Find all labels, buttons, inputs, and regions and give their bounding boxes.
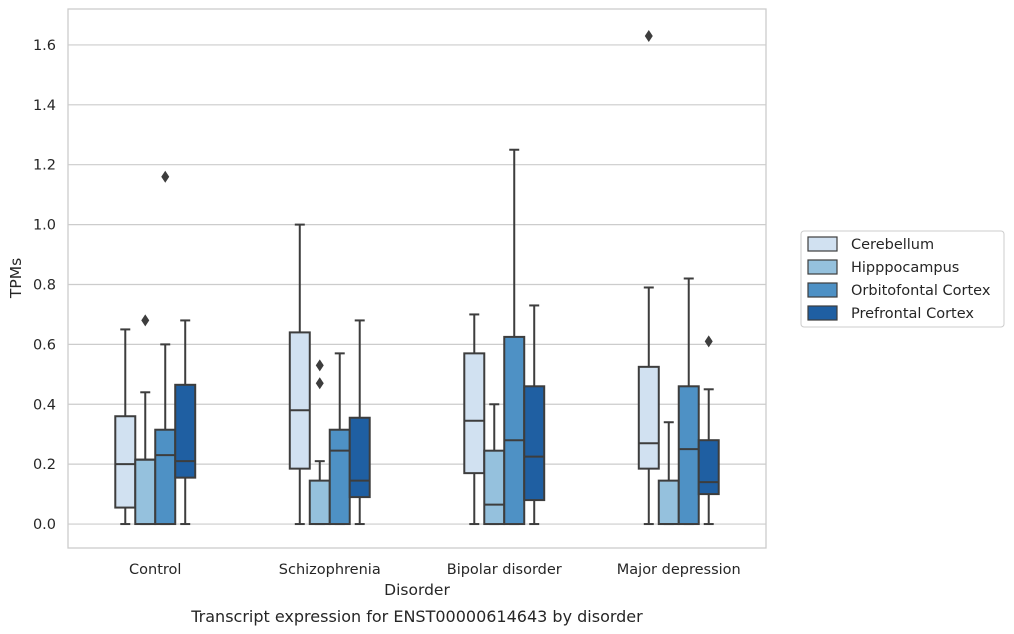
- box-iqr: [523, 385, 546, 502]
- box-prefrontal-cortex: [174, 319, 197, 526]
- outlier-point: [141, 314, 150, 327]
- x-axis-label: Disorder: [384, 581, 450, 599]
- box-iqr: [348, 416, 371, 499]
- y-tick-label: 1.0: [33, 218, 56, 234]
- legend-swatch: [807, 305, 838, 321]
- box-iqr: [677, 385, 700, 526]
- box-iqr: [308, 479, 331, 526]
- y-tick-label: 0.0: [33, 517, 56, 533]
- legend-frame: [800, 230, 1005, 328]
- plot-frame: [67, 8, 767, 549]
- outlier-point: [704, 335, 713, 348]
- y-tick-label: 0.6: [33, 337, 56, 353]
- box-groups: [114, 29, 720, 526]
- box-iqr: [328, 428, 351, 526]
- outlier-point: [161, 170, 170, 183]
- box-cerebellum: [288, 223, 311, 526]
- x-tick-label: Bipolar disorder: [447, 562, 562, 578]
- legend-swatch: [807, 236, 838, 252]
- box-iqr: [114, 415, 137, 509]
- outlier-point: [644, 29, 653, 42]
- outlier-point: [315, 377, 324, 390]
- box-iqr: [637, 365, 660, 470]
- legend-label: Orbitofontal Cortex: [851, 283, 991, 299]
- box-hipppocampus: [657, 421, 680, 526]
- legend-label: Prefrontal Cortex: [851, 306, 974, 322]
- box-cerebellum: [463, 313, 486, 526]
- box-orbitofontal-cortex: [154, 170, 177, 526]
- y-tick-labels: 0.0 0.2 0.4 0.6 0.8 1.0 1.2 1.4 1.6: [33, 38, 56, 533]
- y-tick-label: 0.8: [33, 277, 56, 293]
- box-orbitofontal-cortex: [677, 277, 700, 526]
- legend-swatch: [807, 282, 838, 298]
- x-tick-label: Schizophrenia: [279, 562, 381, 578]
- box-cerebellum: [637, 29, 660, 526]
- box-iqr: [174, 383, 197, 479]
- box-iqr: [483, 449, 506, 526]
- chart-caption: Transcript expression for ENST0000061464…: [190, 607, 643, 626]
- x-tick-labels: Control Schizophrenia Bipolar disorder Majo…: [129, 562, 741, 578]
- y-tick-label: 0.4: [33, 397, 56, 413]
- legend: Cerebellum Hipppocampus Orbitofontal Corte…: [800, 230, 1005, 328]
- box-iqr: [288, 331, 311, 470]
- y-tick-label: 1.4: [33, 98, 56, 114]
- legend-label: Hipppocampus: [851, 260, 959, 276]
- box-hipppocampus: [308, 359, 331, 526]
- y-tick-label: 0.2: [33, 457, 56, 473]
- box-hipppocampus: [134, 314, 157, 526]
- box-prefrontal-cortex: [697, 335, 720, 526]
- box-cerebellum: [114, 328, 137, 526]
- box-iqr: [134, 458, 157, 526]
- legend-swatch: [807, 259, 838, 275]
- y-axis-label: TPMs: [7, 258, 25, 299]
- box-prefrontal-cortex: [523, 304, 546, 526]
- box-orbitofontal-cortex: [503, 148, 526, 526]
- legend-label: Cerebellum: [851, 237, 934, 253]
- x-tick-label: Major depression: [617, 562, 741, 578]
- box-iqr: [697, 439, 720, 496]
- box-iqr: [503, 335, 526, 526]
- y-tick-label: 1.6: [33, 38, 56, 54]
- box-iqr: [154, 428, 177, 526]
- x-tick-label: Control: [129, 562, 181, 578]
- y-tick-label: 1.2: [33, 158, 56, 174]
- box-orbitofontal-cortex: [328, 352, 351, 526]
- outlier-point: [315, 359, 324, 372]
- box-iqr: [657, 479, 680, 526]
- box-hipppocampus: [483, 403, 506, 526]
- box-iqr: [463, 352, 486, 475]
- box-prefrontal-cortex: [348, 319, 371, 526]
